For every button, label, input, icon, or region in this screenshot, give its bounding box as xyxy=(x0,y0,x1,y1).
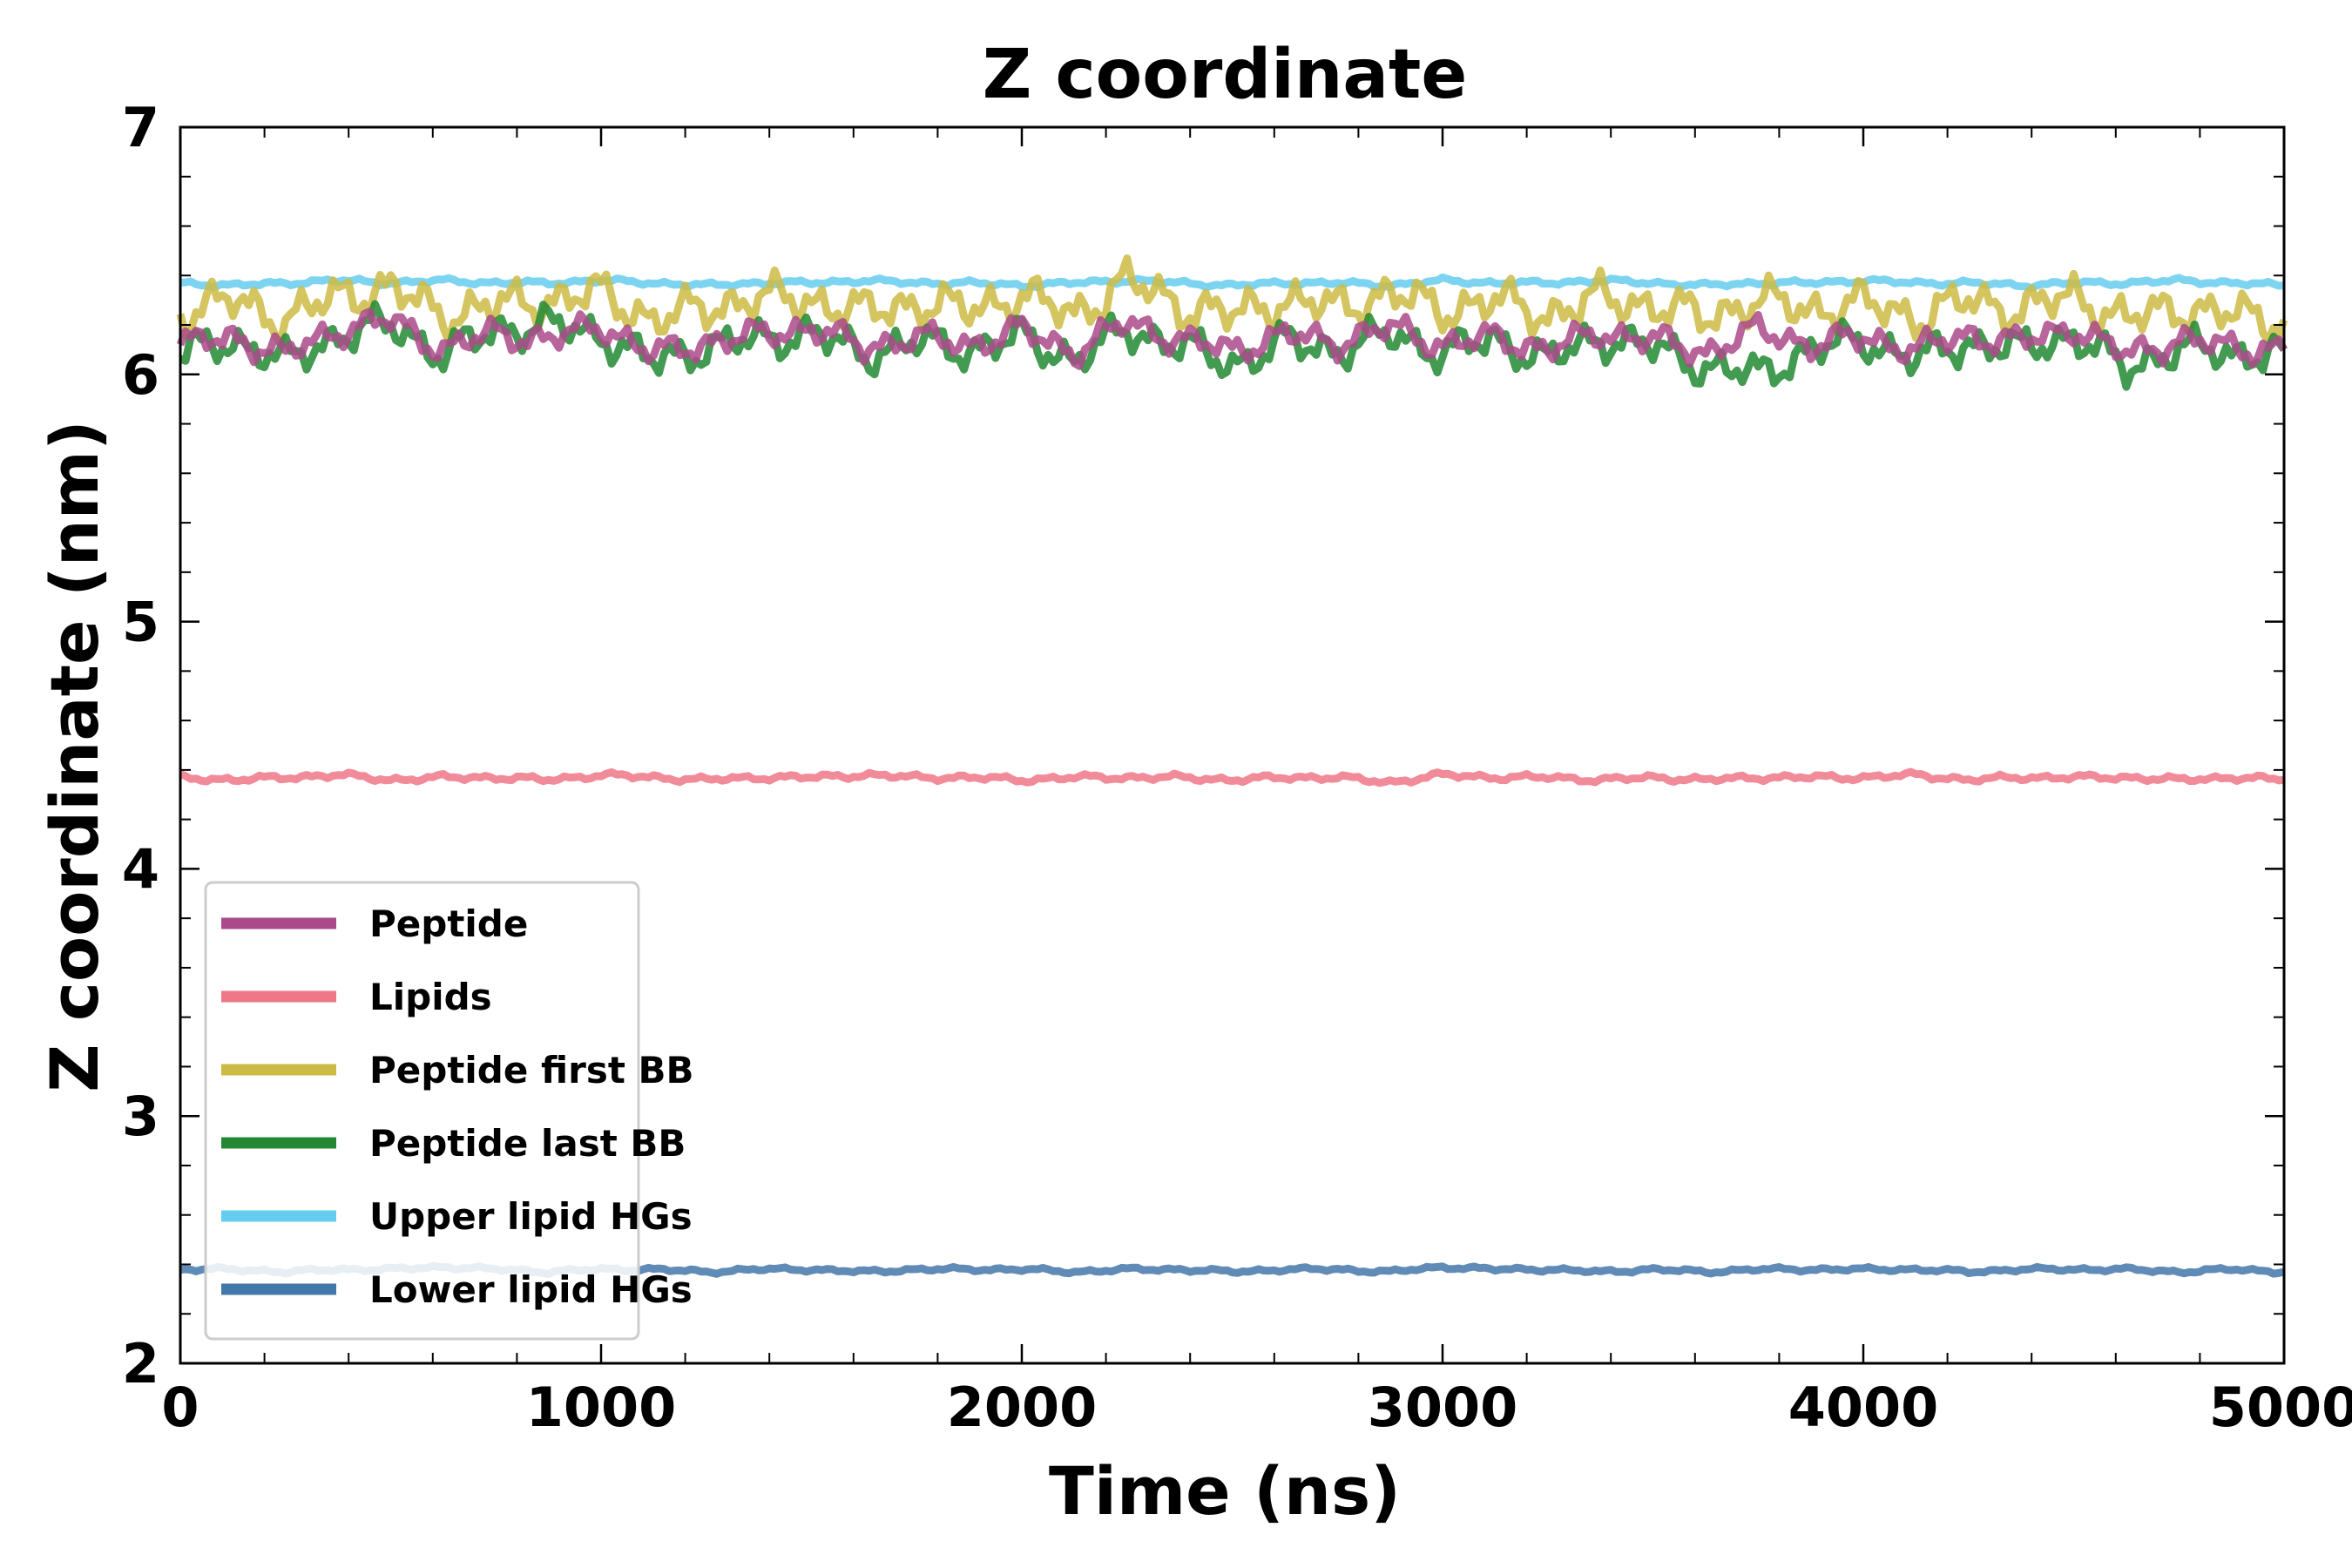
x-tick-label: 2000 xyxy=(947,1375,1098,1439)
series-line-peptide xyxy=(176,308,2288,370)
legend-label: Peptide first BB xyxy=(369,1049,694,1092)
legend: Peptide Lipids Peptide first BB Peptide las… xyxy=(204,881,694,1341)
plot-frame xyxy=(179,125,2286,1365)
tick-labels-layer: 0 1000 2000 3000 4000 5000 2 3 4 5 6 7 xyxy=(122,96,2352,1439)
x-tick-label: 5000 xyxy=(2209,1375,2352,1439)
y-tick-label: 2 xyxy=(122,1332,159,1396)
y-tick-label: 5 xyxy=(122,591,159,654)
y-tick-label: 7 xyxy=(122,96,159,159)
x-axis-label: Time (ns) xyxy=(1049,1452,1401,1530)
legend-label: Upper lipid HGs xyxy=(369,1195,693,1238)
series-line-peptide-first-bb xyxy=(176,254,2288,347)
series-line-lipids xyxy=(179,767,2285,787)
chart-title: Z coordinate xyxy=(983,36,1468,114)
legend-label: Lower lipid HGs xyxy=(369,1268,693,1311)
x-tick-label: 1000 xyxy=(526,1375,677,1439)
x-tick-label: 4000 xyxy=(1788,1375,1939,1439)
series-line-upper-lipid-hgs xyxy=(179,274,2285,293)
x-tick-label: 3000 xyxy=(1368,1375,1518,1439)
y-tick-label: 6 xyxy=(122,343,159,407)
x-tick-label: 0 xyxy=(161,1375,199,1439)
legend-label: Peptide xyxy=(369,902,528,945)
y-tick-label: 3 xyxy=(122,1085,159,1148)
legend-label: Lipids xyxy=(369,976,492,1018)
y-axis-label: Z coordinate (nm) xyxy=(36,420,113,1092)
legend-label: Peptide last BB xyxy=(369,1122,686,1165)
y-tick-label: 4 xyxy=(122,837,159,901)
ticks-layer xyxy=(179,125,2286,1365)
